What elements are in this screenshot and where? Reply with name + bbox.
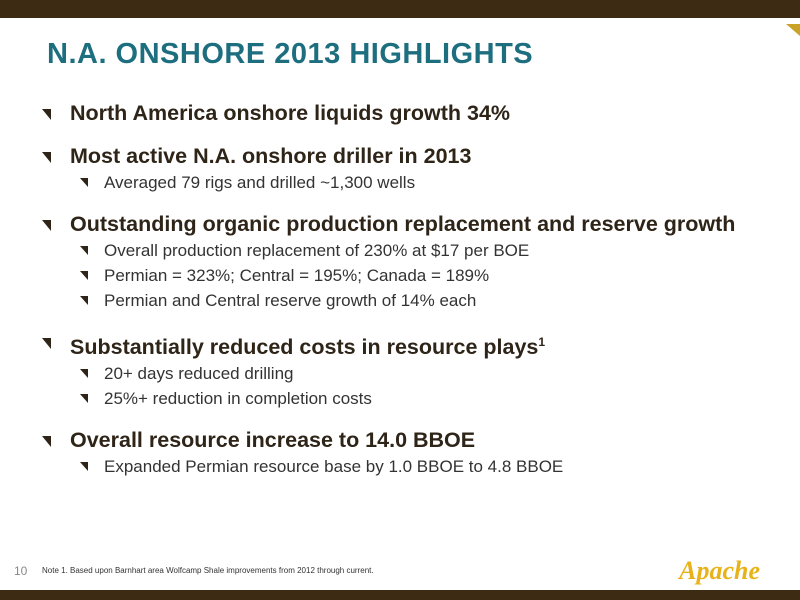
bullet-resource-increase: Overall resource increase to 14.0 BBOE bbox=[42, 427, 762, 454]
sub-bullet-arrow-icon bbox=[80, 178, 88, 187]
sub-bullet-arrow-icon bbox=[80, 271, 88, 280]
sub-bullet: Expanded Permian resource base by 1.0 BB… bbox=[42, 454, 762, 479]
bullet-arrow-icon bbox=[42, 338, 51, 349]
sub-bullet: 25%+ reduction in completion costs bbox=[42, 386, 762, 411]
bullet-arrow-icon bbox=[42, 152, 51, 163]
bullet-liquids-growth: North America onshore liquids growth 34% bbox=[42, 100, 762, 127]
bullet-list: North America onshore liquids growth 34%… bbox=[42, 100, 762, 479]
sub-bullet: Overall production replacement of 230% a… bbox=[42, 238, 762, 263]
sub-bullet: Permian = 323%; Central = 195%; Canada =… bbox=[42, 263, 762, 288]
sub-bullet-arrow-icon bbox=[80, 246, 88, 255]
sub-bullet: 20+ days reduced drilling bbox=[42, 361, 762, 386]
sub-bullet-arrow-icon bbox=[80, 369, 88, 379]
bullet-reduced-costs: Substantially reduced costs in resource … bbox=[42, 329, 762, 361]
bullet-arrow-icon bbox=[42, 436, 51, 448]
sub-bullet-arrow-icon bbox=[80, 296, 88, 305]
slide-title: N.A. ONSHORE 2013 HIGHLIGHTS bbox=[47, 38, 534, 70]
bullet-arrow-icon bbox=[42, 220, 51, 231]
bullet-active-driller: Most active N.A. onshore driller in 2013 bbox=[42, 143, 762, 170]
footnote: Note 1. Based upon Barnhart area Wolfcam… bbox=[42, 566, 374, 575]
corner-arrow-icon bbox=[786, 24, 800, 36]
bullet-production-replacement: Outstanding organic production replaceme… bbox=[42, 211, 762, 238]
sub-bullet: Permian and Central reserve growth of 14… bbox=[42, 288, 762, 313]
bullet-arrow-icon bbox=[42, 109, 51, 120]
apache-logo: Apache bbox=[679, 556, 760, 585]
page-number: 10 bbox=[14, 564, 28, 578]
sub-bullet-arrow-icon bbox=[80, 394, 88, 404]
sub-bullet-arrow-icon bbox=[80, 462, 88, 472]
top-bar bbox=[0, 0, 800, 18]
footnote-marker: 1 bbox=[538, 335, 546, 349]
bottom-bar bbox=[0, 590, 800, 600]
sub-bullet: Averaged 79 rigs and drilled ~1,300 well… bbox=[42, 170, 762, 195]
